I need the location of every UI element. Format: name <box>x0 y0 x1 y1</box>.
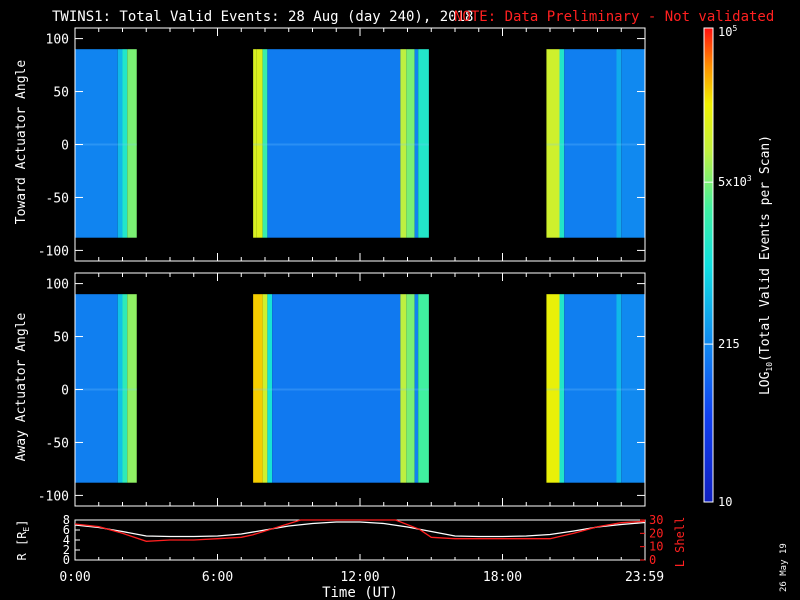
left-ytick-label-3: 6 <box>63 523 70 537</box>
x-tick-label-2: 12:00 <box>340 570 379 585</box>
colorbar-tick-label-2: 5x103 <box>718 174 752 189</box>
top-ytick-label-3: -50 <box>46 191 69 206</box>
middle-column-11 <box>418 294 429 483</box>
top-column-15 <box>616 49 622 238</box>
middle-column-16 <box>621 294 645 483</box>
top-column-11 <box>418 49 429 238</box>
middle-column-2 <box>122 294 128 483</box>
middle-column-8 <box>400 294 407 483</box>
top-ylabel: Toward Actuator Angle <box>14 60 29 225</box>
middle-zero-band-0 <box>75 388 137 391</box>
middle-column-12 <box>546 294 560 483</box>
top-column-4 <box>253 49 257 238</box>
x-tick-label-0: 0:00 <box>59 570 90 585</box>
middle-ytick-label-2: 0 <box>61 384 69 399</box>
top-ytick-label-2: 0 <box>61 139 69 154</box>
middle-column-4 <box>253 294 263 483</box>
away-actuator-heatmap: 100 50 0 -50 -100 <box>38 272 646 507</box>
middle-ytick-label-3: -50 <box>46 436 69 451</box>
top-ytick-label-1: 50 <box>53 86 69 101</box>
colorbar-label-rest: (Total Valid Events per Scan) <box>758 135 773 362</box>
colorbar <box>703 27 714 503</box>
colorbar-tick-label-1: 215 <box>718 337 740 351</box>
top-ytick-label-0: 100 <box>46 33 69 48</box>
lshell-line <box>74 519 646 542</box>
top-column-5 <box>256 49 263 238</box>
middle-column-9 <box>406 294 415 483</box>
middle-column-6 <box>267 294 273 483</box>
middle-ylabel: Away Actuator Angle <box>14 312 29 461</box>
middle-column-10 <box>414 294 419 483</box>
top-column-3 <box>127 49 137 238</box>
right-ytick-label-0: 0 <box>649 553 656 567</box>
middle-column-15 <box>616 294 622 483</box>
right-ytick-label-3: 30 <box>649 513 663 527</box>
middle-column-0 <box>75 294 118 483</box>
top-zero-band-1 <box>253 143 429 146</box>
top-column-13 <box>559 49 565 238</box>
middle-column-7 <box>272 294 401 483</box>
left-ytick-label-1: 2 <box>63 543 70 557</box>
left-ytick-label-0: 0 <box>63 553 70 567</box>
colorbar-tick-exp-2: 3 <box>747 174 752 183</box>
top-column-0 <box>75 49 118 238</box>
middle-column-14 <box>564 294 617 483</box>
top-column-9 <box>406 49 415 238</box>
x-tick-label-3: 18:00 <box>483 570 522 585</box>
top-ytick-label-4: -100 <box>38 244 69 259</box>
middle-column-13 <box>559 294 565 483</box>
left-ytick-label-4: 8 <box>63 513 70 527</box>
radius-line <box>74 521 646 538</box>
top-column-7 <box>267 49 401 238</box>
middle-zero-band-2 <box>546 388 645 391</box>
middle-column-1 <box>117 294 123 483</box>
middle-ytick-label-4: -100 <box>38 489 69 504</box>
r-label-sub: E <box>22 527 31 532</box>
middle-zero-band-1 <box>253 388 429 391</box>
r-label-end: ] <box>15 520 29 527</box>
top-column-14 <box>564 49 617 238</box>
bottom-ylabel-right: L Shell <box>673 517 687 568</box>
colorbar-label: LOG10(Total Valid Events per Scan) <box>758 135 774 395</box>
x-tick-label-1: 6:00 <box>202 570 233 585</box>
top-column-2 <box>122 49 128 238</box>
colorbar-tick-base-2: 5x10 <box>718 175 747 189</box>
footer-date: 26 May 19 <box>779 543 789 592</box>
right-ytick-label-1: 10 <box>649 540 663 554</box>
top-column-8 <box>400 49 407 238</box>
middle-ytick-label-0: 100 <box>46 278 69 293</box>
top-zero-band-0 <box>75 143 137 146</box>
colorbar-label-log: LOG <box>758 371 773 395</box>
top-column-16 <box>621 49 645 238</box>
colorbar-tick-base-3: 10 <box>718 25 732 39</box>
top-column-1 <box>117 49 123 238</box>
x-tick-label-4: 23:59 <box>625 570 664 585</box>
colorbar-tick-label-0: 10 <box>718 495 732 509</box>
r-label: R [R <box>15 531 29 561</box>
colorbar-label-sub: 10 <box>765 362 774 372</box>
middle-column-3 <box>127 294 137 483</box>
top-zero-band-2 <box>546 143 645 146</box>
top-column-6 <box>262 49 268 238</box>
preliminary-note: NOTE: Data Preliminary - Not validated <box>454 9 774 25</box>
colorbar-tick-exp-3: 5 <box>732 24 737 33</box>
middle-ytick-label-1: 50 <box>53 331 69 346</box>
bottom-ylabel-left: R [RE] <box>15 520 31 561</box>
middle-column-5 <box>262 294 268 483</box>
colorbar-tick-label-3: 105 <box>718 24 737 39</box>
xlabel: Time (UT) <box>322 585 398 600</box>
top-column-10 <box>414 49 419 238</box>
figure-title: TWINS1: Total Valid Events: 28 Aug (day … <box>52 9 473 25</box>
left-ytick-label-2: 4 <box>63 533 70 547</box>
right-ytick-label-2: 20 <box>649 526 663 540</box>
toward-actuator-heatmap: 100 50 0 -50 -100 <box>38 27 646 262</box>
top-column-12 <box>546 49 560 238</box>
